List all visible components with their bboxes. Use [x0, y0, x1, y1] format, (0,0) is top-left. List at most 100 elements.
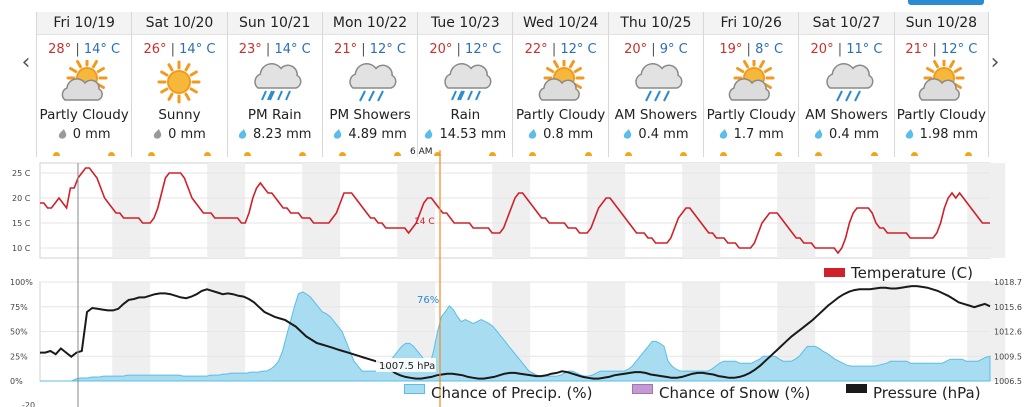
prev-arrow-icon[interactable]: ‹	[21, 50, 31, 75]
low-temp: 11° C	[846, 42, 883, 57]
raindrop-icon	[153, 129, 162, 139]
temp-axis-tick: 25 C	[12, 169, 31, 178]
night-band	[682, 163, 721, 258]
raindrop-icon	[719, 129, 727, 139]
condition-label: Partly Cloudy	[896, 107, 986, 123]
day-temps: 21° | 12° C	[323, 42, 417, 58]
precip-value: 0 mm	[72, 127, 111, 142]
day-column[interactable]: Fri 10/19 28° | 14° C Partly Cloudy 0 mm	[36, 12, 132, 157]
night-band	[112, 163, 151, 258]
raindrop-icon	[58, 129, 67, 139]
pressure-line	[40, 285, 991, 380]
precip-axis-tick: 25%	[10, 352, 28, 361]
raindrop-icon	[238, 129, 247, 139]
precip-amount: 1.7 mm	[704, 127, 798, 143]
precip-amount: 0 mm	[132, 127, 226, 143]
partly-cloudy-icon	[538, 60, 585, 101]
precip-value: 1.7 mm	[733, 127, 784, 142]
day-temps: 21° | 12° C	[895, 42, 988, 58]
night-band	[207, 163, 246, 258]
low-temp: 12° C	[465, 42, 502, 57]
day-name: Fri 10/26	[704, 12, 799, 35]
snow-legend: Chance of Snow (%)	[632, 384, 810, 402]
condition-label: Partly Cloudy	[516, 107, 606, 123]
temp-separator: |	[547, 42, 561, 57]
temp-separator: |	[647, 42, 660, 57]
raindrop-icon	[814, 129, 823, 139]
sunrise-icon	[53, 152, 60, 156]
precip-amount: 1.98 mm	[895, 127, 988, 143]
cursor-precip-label: 76%	[417, 295, 439, 306]
temp-axis-tick: 20 C	[12, 194, 31, 203]
temp-separator: |	[928, 42, 942, 57]
day-column[interactable]: Fri 10/26 19° | 8° C Partly Cloudy 1.7 m…	[703, 12, 799, 157]
low-temp: 14° C	[274, 42, 311, 57]
partly-cloudy-icon	[918, 60, 965, 101]
sunrise-icon	[624, 152, 632, 156]
day-column[interactable]: Sun 10/21 23° | 14° C PM Rain 8.23 mm	[226, 12, 322, 157]
high-temp: 19°	[719, 42, 743, 57]
precip-swatch	[404, 384, 425, 394]
partly-cloudy-icon	[728, 60, 775, 101]
sunrise-icon	[720, 152, 728, 156]
sunset-icon	[775, 152, 783, 156]
top-action-button[interactable]	[908, 0, 984, 5]
day-temps: 20° | 12° C	[418, 42, 512, 58]
temp-separator: |	[833, 42, 847, 57]
low-temp: 12° C	[941, 42, 978, 57]
high-temp: 20°	[810, 42, 834, 57]
showers-icon	[825, 63, 873, 102]
low-temp: 8° C	[755, 42, 784, 57]
day-column[interactable]: Tue 10/23 20° | 12° C Rain 14.53 mm	[417, 12, 513, 157]
sunrise-icon	[243, 152, 251, 156]
precip-value: 0.8 mm	[543, 127, 594, 142]
day-column[interactable]: Sat 10/27 20° | 11° C AM Showers 0.4 mm	[798, 12, 894, 157]
sunset-icon	[489, 152, 497, 156]
raindrop-icon	[905, 129, 913, 139]
day-temps: 19° | 8° C	[704, 42, 798, 58]
precip-legend-label: Chance of Precip. (%)	[431, 384, 593, 402]
next-arrow-icon[interactable]: ›	[990, 50, 1000, 75]
precip-amount: 14.53 mm	[418, 127, 512, 143]
night-band	[777, 163, 816, 258]
precip-value: 0.4 mm	[828, 127, 880, 142]
precip-amount: 0.4 mm	[609, 127, 703, 143]
precip-value: 0 mm	[168, 127, 206, 142]
temp-separator: |	[742, 42, 756, 57]
day-column[interactable]: Mon 10/22 21° | 12° C PM Showers 4.89 mm	[321, 12, 418, 157]
day-column[interactable]: Sun 10/28 21° | 12° C Partly Cloudy 1.98…	[893, 12, 989, 157]
sunny-icon	[157, 60, 201, 104]
pressure-legend-label: Pressure (hPa)	[873, 384, 981, 402]
high-temp: 28°	[48, 42, 72, 57]
sunrise-icon	[148, 152, 156, 156]
night-band	[492, 163, 531, 258]
temperature-legend-label: Temperature (C)	[851, 264, 973, 282]
cursor-temp-label: 14 C	[414, 217, 435, 227]
showers-icon	[349, 63, 397, 102]
day-temps: 28° | 14° C	[37, 42, 131, 58]
sunset-icon	[203, 152, 211, 156]
sunrise-icon	[338, 152, 346, 156]
day-name: Mon 10/22	[322, 12, 418, 35]
sunrise-icon	[529, 152, 537, 156]
low-temp: 12° C	[369, 42, 407, 57]
high-temp: 21°	[334, 42, 358, 57]
temp-separator: |	[357, 42, 370, 57]
precip-amount: 0 mm	[37, 127, 131, 143]
day-name: Sun 10/28	[894, 12, 988, 35]
condition-label: Partly Cloudy	[39, 107, 129, 123]
day-column[interactable]: Sat 10/20 26° | 14° C Sunny 0 mm	[131, 12, 227, 157]
sunrise-icon	[434, 152, 442, 156]
snow-swatch	[632, 384, 653, 394]
day-column[interactable]: Thu 10/25 20° | 9° C AM Showers 0.4 mm	[607, 12, 704, 157]
condition-label: Sunny	[158, 107, 201, 123]
pressure-axis-tick: 1018.7	[994, 278, 1022, 287]
pressure-axis-tick: 1006.5	[994, 377, 1022, 386]
temp-separator: |	[452, 42, 466, 57]
raindrop-icon	[528, 129, 537, 139]
day-name: Sat 10/20	[132, 12, 227, 35]
day-column[interactable]: Wed 10/24 22° | 12° C Partly Cloudy 0.8 …	[512, 12, 608, 157]
precip-area	[40, 291, 991, 382]
condition-label: Partly Cloudy	[706, 107, 796, 123]
sunset-icon	[870, 152, 878, 156]
